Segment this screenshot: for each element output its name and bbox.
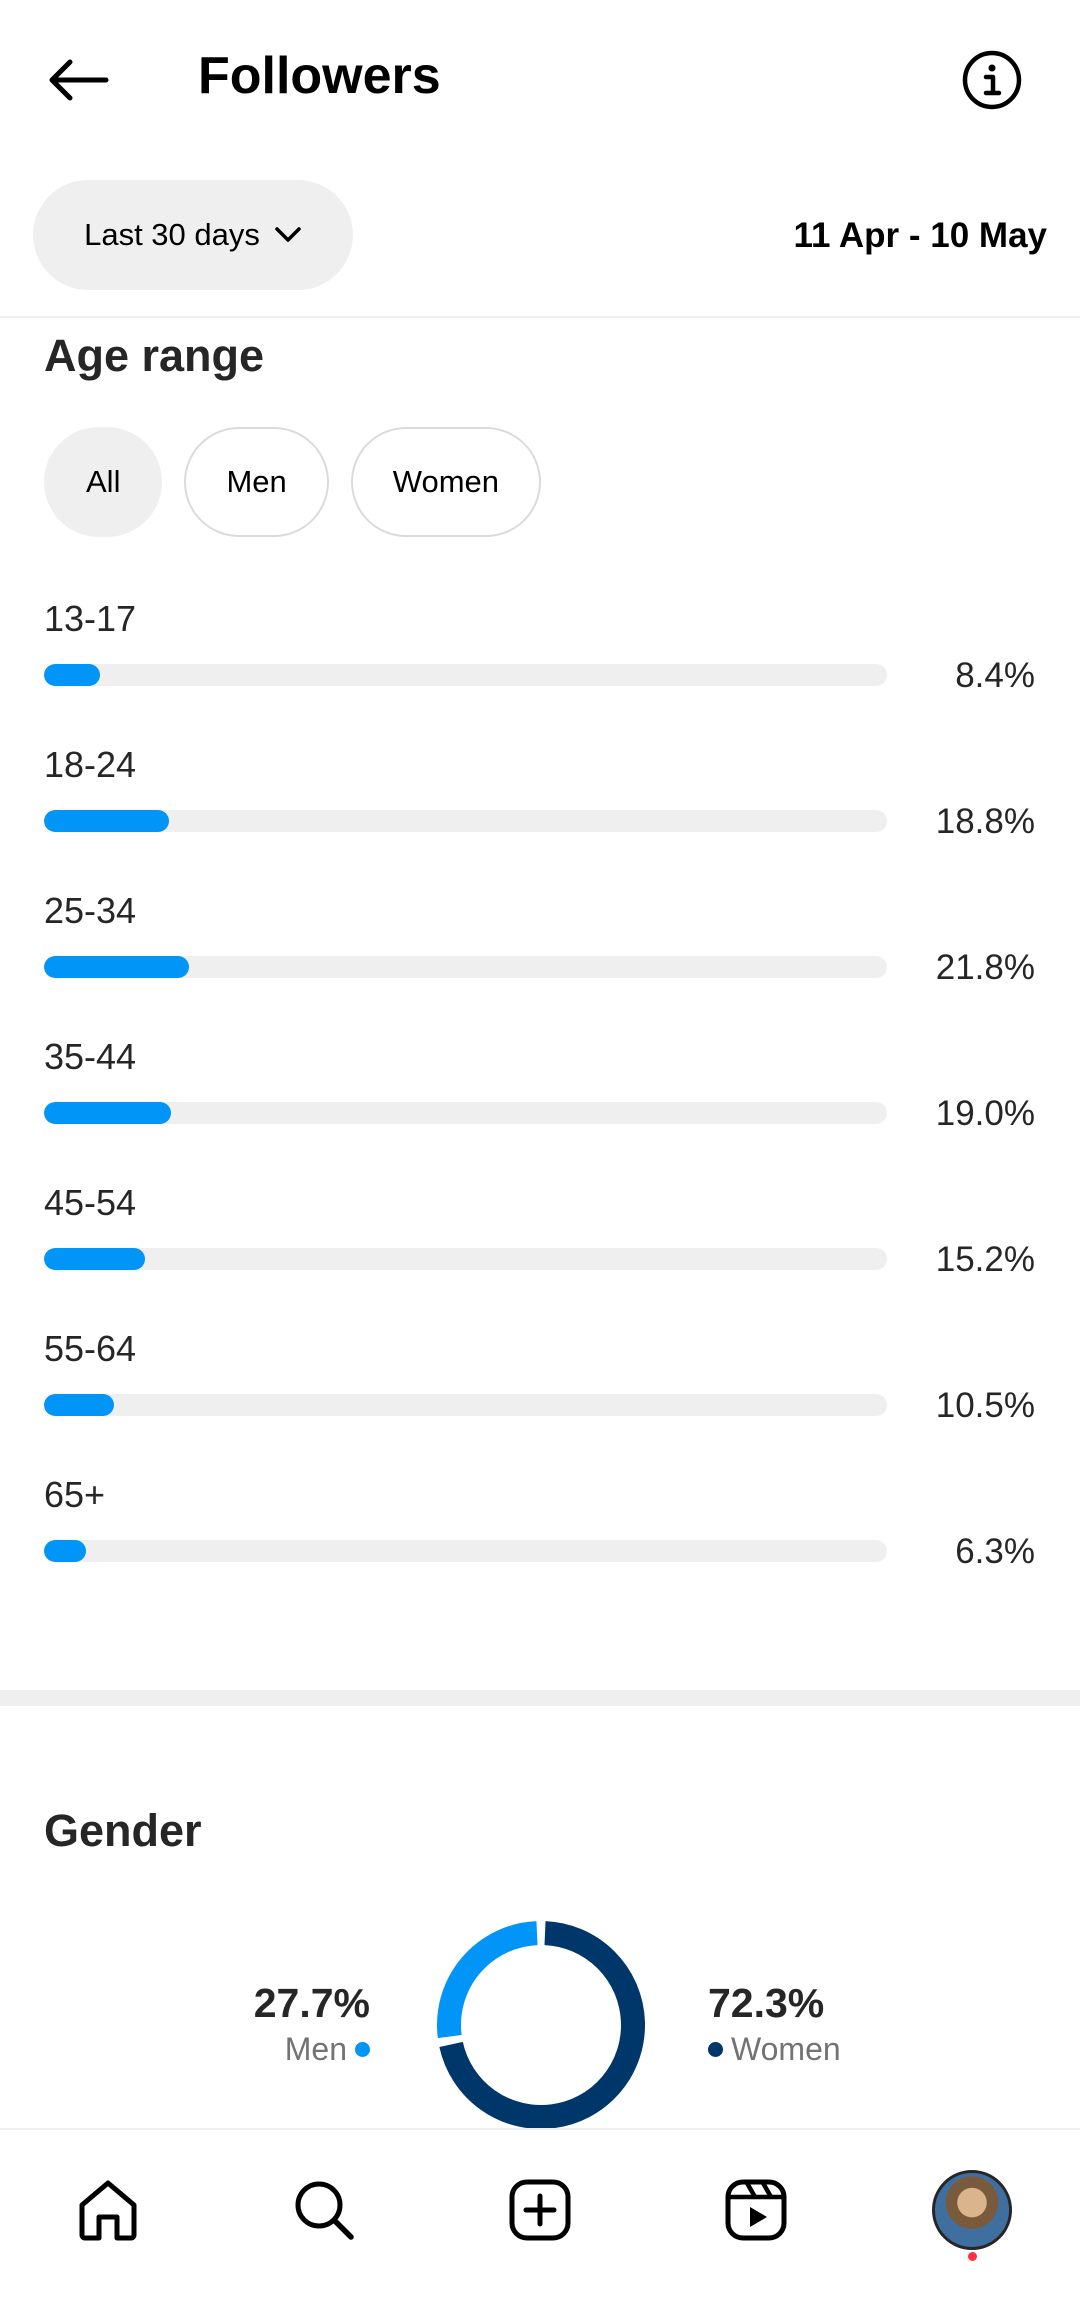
bar-track [44, 1394, 887, 1416]
filter-row: Last 30 days 11 Apr - 10 May [0, 180, 1080, 290]
back-button[interactable] [38, 40, 118, 120]
bottom-nav [0, 2128, 1080, 2307]
donut-segment-men [437, 1921, 538, 2039]
age-label: 25-34 [44, 890, 137, 931]
age-value: 19.0% [935, 1094, 1035, 1133]
age-row: 55-64 10.5% [44, 1328, 1044, 1438]
bar-fill [44, 1540, 86, 1562]
info-icon [962, 50, 1022, 110]
men-legend: Men [254, 2031, 370, 2068]
age-row: 45-54 15.2% [44, 1182, 1044, 1292]
men-stat: 27.7% Men [254, 1980, 370, 2068]
women-label: Women [731, 2031, 841, 2067]
bar-fill [44, 1102, 171, 1124]
info-button[interactable] [952, 40, 1032, 120]
age-value: 15.2% [935, 1240, 1035, 1279]
age-row: 35-44 19.0% [44, 1036, 1044, 1146]
bar-fill [44, 1394, 114, 1416]
donut-segment-women [439, 1921, 645, 2129]
period-dropdown[interactable]: Last 30 days [33, 180, 353, 290]
bar-track [44, 1102, 887, 1124]
women-percent: 72.3% [708, 1980, 825, 2026]
age-value: 8.4% [955, 656, 1035, 695]
create-icon [509, 2179, 571, 2241]
age-row: 18-24 18.8% [44, 744, 1044, 854]
bar-track [44, 956, 887, 978]
nav-search[interactable] [279, 2165, 369, 2255]
bar-track [44, 1540, 887, 1562]
arrow-left-icon [49, 59, 109, 101]
age-label: 13-17 [44, 598, 137, 639]
bar-track [44, 1248, 887, 1270]
age-label: 55-64 [44, 1328, 137, 1369]
bar-track [44, 664, 887, 686]
period-label: Last 30 days [84, 217, 260, 252]
chip-men[interactable]: Men [184, 427, 329, 537]
gender-filter-chips: All Men Women [44, 427, 542, 537]
chevron-down-icon [275, 227, 301, 242]
gender-chart: 27.7% Men 72.3% Women [0, 1910, 1080, 2130]
age-range-title: Age range [44, 330, 265, 381]
age-value: 21.8% [935, 948, 1035, 987]
age-label: 35-44 [44, 1036, 137, 1077]
bar-track [44, 810, 887, 832]
age-row: 25-34 21.8% [44, 890, 1044, 1000]
age-value: 18.8% [935, 802, 1035, 841]
home-icon [79, 2180, 137, 2241]
age-label: 18-24 [44, 744, 137, 785]
nav-home[interactable] [63, 2165, 153, 2255]
profile-avatar [932, 2170, 1012, 2250]
nav-create[interactable] [495, 2165, 585, 2255]
bar-fill [44, 1248, 146, 1270]
age-label: 65+ [44, 1474, 106, 1515]
chip-all[interactable]: All [44, 427, 163, 537]
age-value: 10.5% [935, 1386, 1035, 1425]
age-row: 13-17 8.4% [44, 598, 1044, 708]
bar-fill [44, 810, 170, 832]
notification-dot [968, 2252, 977, 2261]
header: Followers [0, 0, 1080, 150]
age-value: 6.3% [955, 1532, 1035, 1571]
bar-fill [44, 664, 100, 686]
section-divider [0, 1690, 1080, 1706]
chip-women[interactable]: Women [350, 427, 542, 537]
nav-reels[interactable] [711, 2165, 801, 2255]
nav-profile[interactable] [927, 2165, 1017, 2261]
date-range: 11 Apr - 10 May [793, 216, 1047, 255]
men-percent: 27.7% [253, 1980, 370, 2026]
women-legend: Women [708, 2031, 841, 2068]
men-dot-icon [355, 2042, 370, 2057]
page-title: Followers [198, 47, 441, 105]
bar-fill [44, 956, 190, 978]
age-row: 65+ 6.3% [44, 1474, 1044, 1584]
men-label: Men [284, 2031, 347, 2067]
search-icon [295, 2181, 354, 2240]
gender-title: Gender [44, 1805, 202, 1856]
age-label: 45-54 [44, 1182, 137, 1223]
women-stat: 72.3% Women [708, 1980, 841, 2068]
divider [0, 316, 1080, 318]
reels-icon [725, 2179, 787, 2241]
women-dot-icon [708, 2042, 723, 2057]
gender-donut [437, 1921, 645, 2129]
